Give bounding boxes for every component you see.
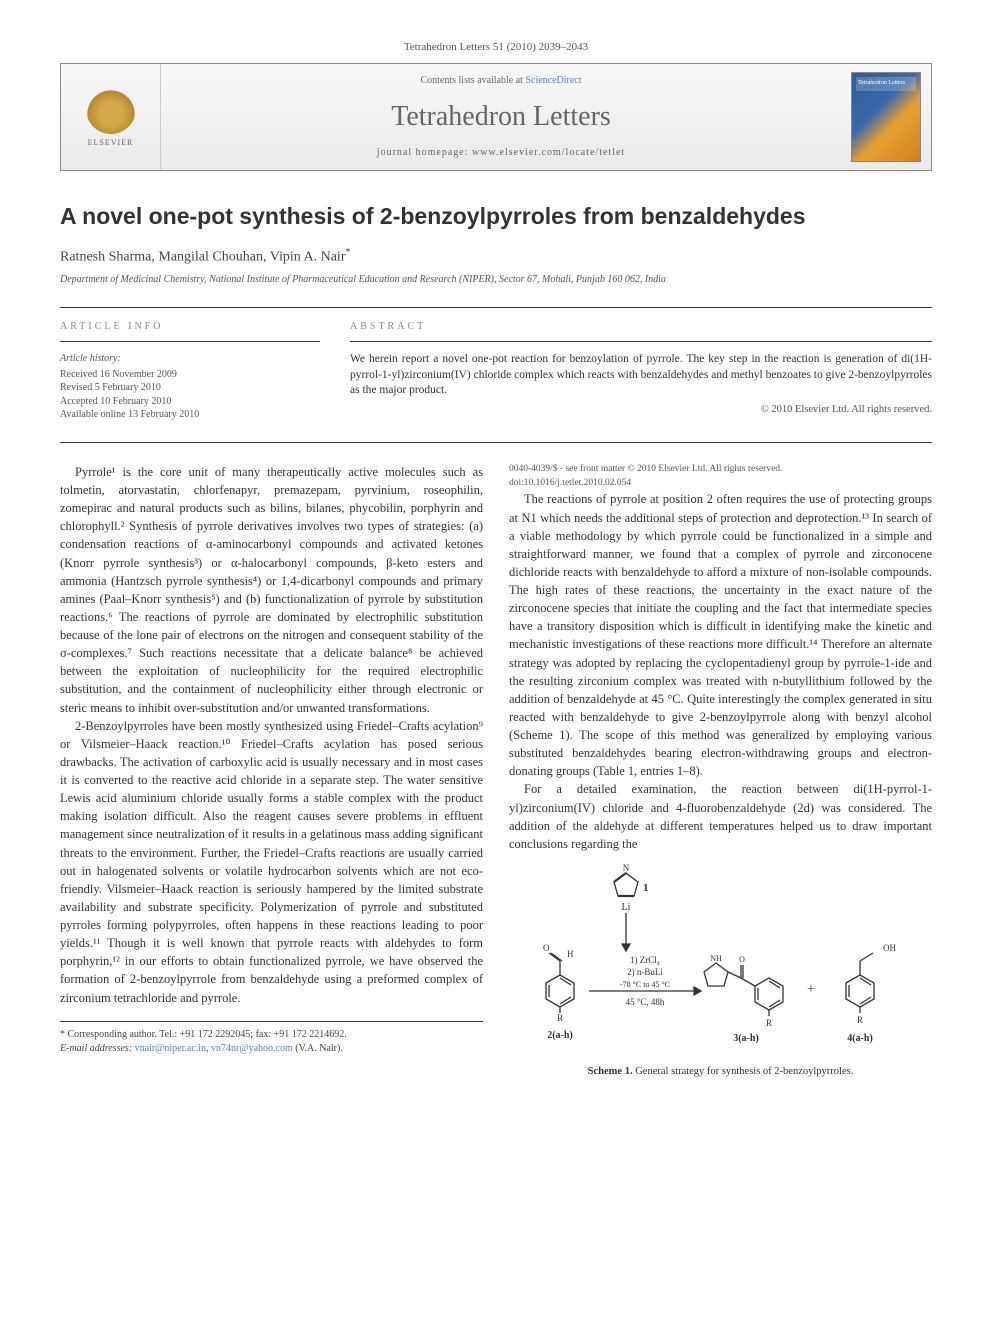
scheme-plus: + — [807, 982, 815, 997]
svg-text:O: O — [739, 955, 745, 964]
body-paragraph-3: The reactions of pyrrole at position 2 o… — [509, 490, 932, 780]
abstract-copyright: © 2010 Elsevier Ltd. All rights reserved… — [350, 403, 932, 417]
scheme-1-figure: N Li 1 H O R 2(a-h) — [509, 863, 932, 1079]
contents-prefix: Contents lists available at — [420, 75, 525, 86]
email-1[interactable]: vnair@niper.ac.in — [135, 1043, 206, 1054]
scheme-o-label: O — [543, 943, 550, 953]
history-revised: Revised 5 February 2010 — [60, 381, 320, 395]
journal-header: ELSEVIER Contents lists available at Sci… — [60, 63, 932, 171]
scheme-compound-1: 1 — [643, 882, 649, 894]
body-paragraph-4: For a detailed examination, the reaction… — [509, 780, 932, 853]
scheme-1-caption: Scheme 1. General strategy for synthesis… — [509, 1064, 932, 1079]
publisher-logo-cell: ELSEVIER — [61, 64, 161, 170]
scheme-r-label-2: R — [765, 1018, 771, 1028]
scheme-compound-2: 2(a-h) — [547, 1030, 573, 1041]
scheme-caption-label: Scheme 1. — [588, 1066, 633, 1077]
cover-label: Tetrahedron Letters — [858, 79, 905, 87]
scheme-caption-text: General strategy for synthesis of 2-benz… — [633, 1066, 854, 1077]
scheme-li-label: Li — [621, 902, 630, 913]
elsevier-logo: ELSEVIER — [76, 77, 146, 157]
scheme-1-svg: N Li 1 H O R 2(a-h) — [511, 863, 931, 1053]
contents-available-line: Contents lists available at ScienceDirec… — [171, 74, 831, 88]
sciencedirect-link[interactable]: ScienceDirect — [525, 75, 581, 86]
body-paragraph-1: Pyrrole¹ is the core unit of many therap… — [60, 463, 483, 717]
history-received: Received 16 November 2009 — [60, 368, 320, 382]
scheme-cond-below: 45 °C, 48h — [625, 997, 664, 1007]
authors-text: Ratnesh Sharma, Mangilal Chouhan, Vipin … — [60, 250, 345, 265]
homepage-prefix: journal homepage: — [377, 147, 472, 158]
corresponding-mark: * — [345, 247, 350, 258]
cover-thumbnail-cell: Tetrahedron Letters — [841, 64, 931, 170]
email-tail: (V.A. Nair). — [293, 1043, 343, 1054]
body-paragraph-2: 2-Benzoylpyrroles have been mostly synth… — [60, 717, 483, 1007]
author-list: Ratnesh Sharma, Mangilal Chouhan, Vipin … — [60, 246, 932, 268]
history-online: Available online 13 February 2010 — [60, 408, 320, 422]
footnote-emails: E-mail addresses: vnair@niper.ac.in, vn7… — [60, 1042, 483, 1057]
front-matter-doi: doi:10.1016/j.tetlet.2010.02.054 — [509, 477, 932, 491]
elsevier-tree-icon — [86, 84, 136, 134]
email-label: E-mail addresses: — [60, 1043, 132, 1054]
svg-text:N: N — [622, 863, 629, 873]
scheme-nh-label: NH — [710, 954, 722, 963]
front-matter-meta: 0040-4039/$ - see front matter © 2010 El… — [509, 463, 932, 491]
corresponding-footnote: * Corresponding author. Tel.: +91 172 22… — [60, 1021, 483, 1057]
body-text: Pyrrole¹ is the core unit of many therap… — [60, 463, 932, 1079]
publisher-name: ELSEVIER — [88, 138, 134, 149]
email-2[interactable]: vn74nr@yahoo.com — [211, 1043, 293, 1054]
scheme-compound-3: 3(a-h) — [733, 1033, 759, 1044]
history-accepted: Accepted 10 February 2010 — [60, 395, 320, 409]
footnote-contact: * Corresponding author. Tel.: +91 172 22… — [60, 1028, 483, 1043]
scheme-oh-label: OH — [883, 943, 896, 953]
section-divider — [60, 442, 932, 443]
scheme-reagent-line2: 2) n-BuLi — [627, 967, 663, 977]
article-info-heading: ARTICLE INFO — [60, 320, 320, 343]
journal-name: Tetrahedron Letters — [171, 98, 831, 136]
scheme-h-label: H — [567, 949, 574, 959]
header-center: Contents lists available at ScienceDirec… — [161, 64, 841, 170]
scheme-r-label-3: R — [856, 1015, 862, 1025]
scheme-r-label-1: R — [556, 1013, 562, 1023]
article-info-block: ARTICLE INFO Article history: Received 1… — [60, 320, 320, 422]
abstract-text: We herein report a novel one-pot reactio… — [350, 352, 932, 399]
article-title: A novel one-pot synthesis of 2-benzoylpy… — [60, 201, 932, 232]
scheme-compound-4: 4(a-h) — [847, 1033, 873, 1044]
scheme-reagent-line3: -78 °C to 45 °C — [620, 980, 670, 989]
history-label: Article history: — [60, 352, 320, 366]
homepage-line: journal homepage: www.elsevier.com/locat… — [171, 146, 831, 160]
scheme-reagent-line1: 1) ZrCl₄ — [630, 955, 660, 965]
affiliation: Department of Medicinal Chemistry, Natio… — [60, 273, 932, 287]
abstract-heading: ABSTRACT — [350, 320, 932, 343]
homepage-url[interactable]: www.elsevier.com/locate/tetlet — [472, 147, 625, 158]
info-abstract-row: ARTICLE INFO Article history: Received 1… — [60, 307, 932, 422]
abstract-block: ABSTRACT We herein report a novel one-po… — [350, 320, 932, 422]
front-matter-line1: 0040-4039/$ - see front matter © 2010 El… — [509, 463, 932, 477]
citation-line: Tetrahedron Letters 51 (2010) 2039–2043 — [60, 40, 932, 55]
journal-cover-thumbnail: Tetrahedron Letters — [851, 72, 921, 162]
